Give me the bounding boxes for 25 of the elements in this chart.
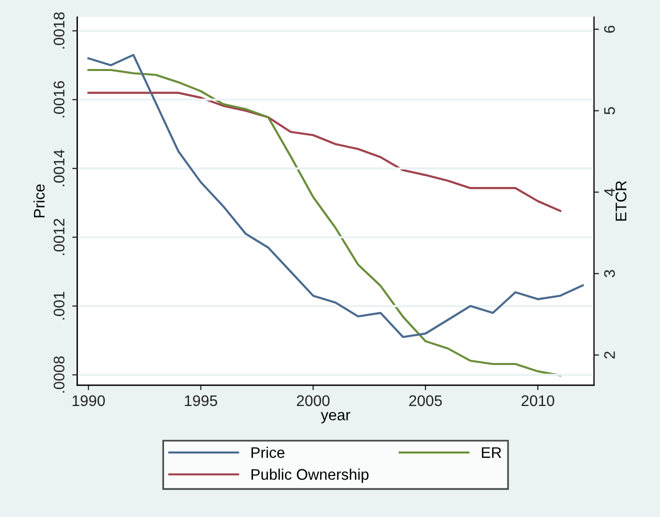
y2-tick-label: 2 <box>604 352 615 359</box>
x-tick-label: 2005 <box>409 395 442 406</box>
line-series <box>87 68 562 376</box>
x-tick-label: 2010 <box>522 395 554 406</box>
x-tick-label: 2000 <box>296 395 330 406</box>
y2-axis-title: ETCR <box>616 181 626 221</box>
line-series <box>87 92 562 212</box>
y-tick-label: .0014 <box>54 150 64 186</box>
y2-tick-label: 3 <box>604 270 615 278</box>
x-tick-label: 1990 <box>72 395 105 406</box>
y-tick-label: .0012 <box>54 218 64 255</box>
x-tick-label: 1995 <box>184 395 218 406</box>
y-tick-label: .001 <box>54 292 64 320</box>
y2-tick-label: 5 <box>604 107 615 114</box>
y2-tick-label: 4 <box>604 188 615 196</box>
legend-label: Price <box>252 446 284 458</box>
legend-label: Public Ownership <box>252 468 369 483</box>
legend-label: ER <box>482 447 502 458</box>
y-tick-label: .0016 <box>54 81 64 118</box>
y-tick-label: .0018 <box>54 12 64 49</box>
y2-tick-label: 6 <box>604 26 615 33</box>
y-tick-label: .0008 <box>54 356 64 393</box>
x-axis-title: year <box>320 412 350 424</box>
line-series <box>87 54 584 338</box>
y-axis-title: Price <box>33 184 45 218</box>
